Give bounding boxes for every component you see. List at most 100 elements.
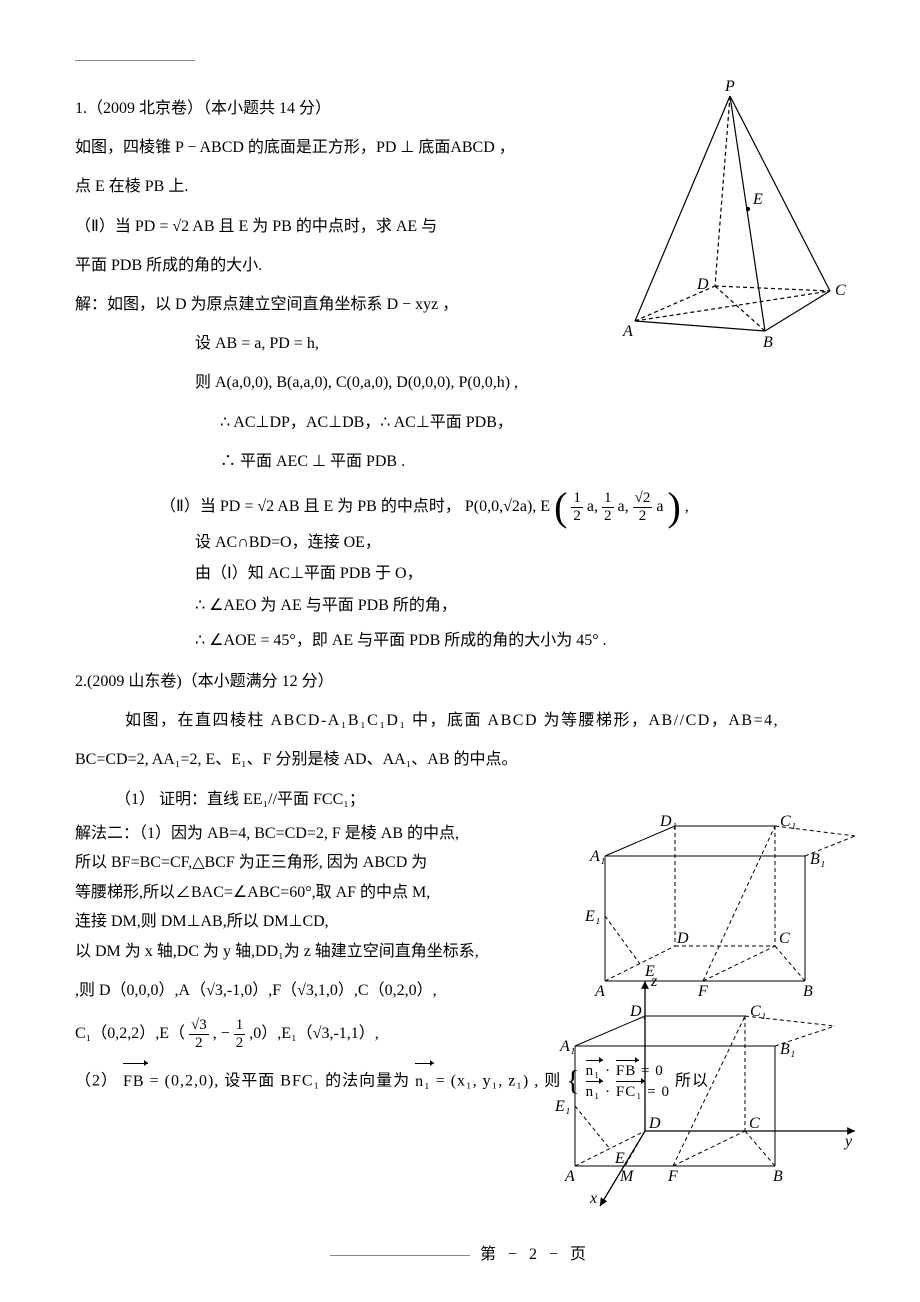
label-A1: A₁ [559,1038,575,1055]
t: 解：如图，以 D 为原点建立空间直角坐标系 [75,296,387,313]
frac: 12 [234,1017,246,1051]
t: a, [587,498,598,515]
t: ,-1,0）,F（ [223,982,297,999]
pyramid-svg: P A B C D E [585,91,855,351]
t: ，即 AE 与平面 PDB 所成的角的大小为 45° . [296,632,607,649]
q1-line13: ∴ ∠AEO 为 AE 与平面 PDB 所的角， [75,592,845,619]
t: , − [213,1025,230,1042]
label-x: x [589,1190,597,1207]
label-C1: C₁ [750,1003,766,1020]
t: P − ABCD [175,139,244,156]
n: 1 [602,490,614,508]
label-D1: D₁ [659,813,677,830]
n: 1 [234,1017,246,1035]
frac: √22 [633,490,653,524]
t: a, [618,498,629,515]
t: ,0）,E₁（ [249,1025,312,1042]
label-A: A [622,323,633,340]
d: 2 [189,1035,209,1052]
t: ,-1,1）, [329,1025,378,1042]
t: PD = √2 AB [135,218,215,235]
q2-line1: 如图，在直四棱柱 ABCD-A₁B₁C₁D₁ 中，底面 ABCD 为等腰梯形，A… [75,703,845,738]
t: （2） [75,1073,123,1090]
t: C₁（0,2,2）,E（ [75,1025,185,1042]
v: n₁ [586,1061,601,1082]
rparen: ) [667,489,680,525]
q1-line14: ∴ ∠AOE = 45°，即 AE 与平面 PDB 所成的角的大小为 45° . [75,623,845,658]
t: PD = √2 AB [220,498,300,515]
t: PD ⊥ 底面ABCD [376,139,495,156]
label-C: C [779,930,790,947]
label-B1: B₁ [780,1041,795,1058]
label-C: C [835,282,846,299]
t: √3 [297,982,314,999]
t: ,1,0）,C（0,2,0）, [314,982,437,999]
label-D1: D₁ [629,1003,647,1020]
label-D: D [676,930,689,947]
label-B1: B₁ [810,851,825,868]
figure-pyramid: P A B C D E [585,91,855,351]
t: ， [438,296,458,313]
t: （Ⅱ）当 [160,498,220,515]
label-B: B [763,334,773,351]
t: √3 [313,1025,330,1042]
d: 2 [571,508,583,525]
t: a [656,498,663,515]
q2-line2: BC=CD=2, AA₁=2, E、E₁、F 分别是棱 AD、AA₁、AB 的中… [75,742,845,777]
t: 且 E 为 PB 的中点时， [300,498,461,515]
t: 的底面是正方形， [244,139,376,156]
label-E1: E₁ [584,908,600,925]
label-F: F [667,1168,678,1185]
t: ,则 D（0,0,0）,A（ [75,982,206,999]
vec-n1: n₁ [415,1064,431,1099]
v: FB [616,1061,636,1082]
label-B: B [773,1168,783,1185]
v: n₁ [586,1082,601,1103]
t: 如图，四棱锥 [75,139,175,156]
q1-line12: 由（Ⅰ）知 AC⊥平面 PDB 于 O， [75,560,845,587]
n: √3 [189,1017,209,1035]
t: （Ⅱ）当 [75,218,135,235]
document-body: P A B C D E 1.（2009 北京卷）（本小题共 14 分） 如图，四… [75,91,845,1103]
t: ∴ ∠AOE = 45° [195,632,296,649]
t: P(0,0,√2a), E [465,498,550,515]
label-E: E [752,191,763,208]
label-A1: A₁ [589,848,605,865]
prism1-svg: A₁ B₁ C₁ D₁ E₁ A B C D E F [575,821,865,1001]
t: √3 [206,982,223,999]
q1-line9: ∴ 平面 AEC ⊥ 平面 PDB . [75,444,845,479]
label-C1: C₁ [780,813,796,830]
vec-FB: FB [123,1064,145,1099]
n: 1 [571,490,583,508]
v: FC₁ [616,1082,643,1103]
t: ， [495,139,515,156]
label-P: P [724,78,735,95]
q1-line11: 设 AC∩BD=O，连接 OE， [75,529,845,556]
label-C: C [749,1115,760,1132]
header-rule [75,60,195,61]
label-M: M [619,1168,635,1185]
label-A: A [564,1168,575,1185]
frac: √32 [189,1017,209,1051]
page-footer: 第 − 2 − 页 [75,1237,845,1272]
t: = (x₁, y₁, z₁) [436,1073,530,1090]
q2-line3: （1） 证明：直线 EE₁//平面 FCC₁； [75,782,845,817]
t: D − xyz [387,296,439,313]
t: = (0,2,0), 设平面 BFC₁ 的法向量为 [150,1073,416,1090]
page-number: 第 − 2 − 页 [480,1246,590,1263]
label-y: y [843,1133,853,1150]
label-E: E [614,1150,625,1167]
figure-prism-1: A₁ B₁ C₁ D₁ E₁ A B C D E F [575,821,865,1001]
n: √2 [633,490,653,508]
frac: 12 [571,490,583,524]
q2-header: 2.(2009 山东卷)（本小题满分 12 分） [75,664,845,699]
label-D: D [696,276,709,293]
t: 且 E 为 PB 的中点时，求 AE 与 [215,218,438,235]
q1-line8: ∴ AC⊥DP，AC⊥DB，∴ AC⊥平面 PDB， [75,405,845,440]
q1-line7: 则 A(a,0,0), B(a,a,0), C(0,a,0), D(0,0,0)… [75,365,845,400]
label-D: D [648,1115,661,1132]
d: 2 [234,1035,246,1052]
frac: 12 [602,490,614,524]
lparen: ( [554,489,567,525]
d: 2 [633,508,653,525]
